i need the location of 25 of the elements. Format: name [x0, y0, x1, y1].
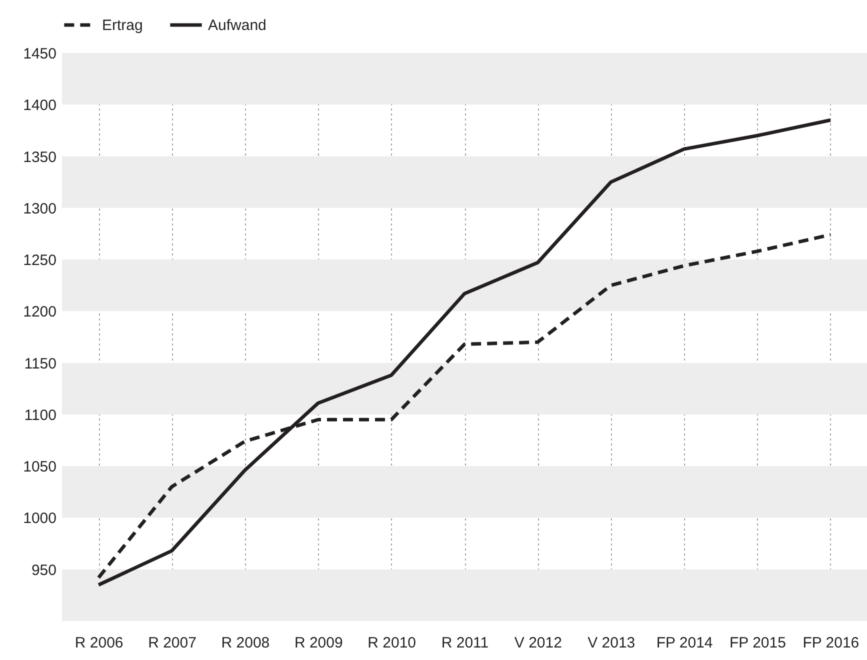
- x-tick-label: R 2007: [148, 634, 196, 652]
- y-tick-label: 1450: [23, 46, 56, 62]
- line-series: [96, 118, 832, 587]
- y-tick-label: 1100: [24, 406, 56, 424]
- x-tick-label: V 2012: [514, 634, 562, 652]
- x-tick-label: R 2009: [294, 634, 343, 652]
- x-tick-label: FP 2015: [730, 634, 786, 652]
- y-tick-label: 1150: [24, 355, 56, 372]
- x-tick-label: R 2006: [74, 634, 124, 652]
- y-tick-label: 1050: [23, 458, 56, 476]
- x-tick-label: FP 2016: [802, 634, 860, 652]
- y-tick-label: 1350: [23, 148, 56, 166]
- x-tick-label: R 2008: [221, 634, 270, 652]
- x-tick-label: V 2013: [588, 634, 636, 652]
- y-tick-label: 1400: [23, 97, 56, 114]
- y-tick-label: 1250: [23, 252, 56, 270]
- x-tick-label: R 2011: [441, 634, 489, 652]
- y-tick-label: 1000: [23, 510, 56, 528]
- legend-label: Ertrag: [102, 17, 143, 34]
- y-tick-label: 950: [31, 562, 56, 579]
- x-tick-label: R 2010: [368, 634, 416, 652]
- legend-label: Aufwand: [208, 17, 266, 34]
- y-tick-label: 1200: [23, 304, 56, 321]
- y-tick-label: 1300: [23, 200, 56, 218]
- x-tick-label: FP 2014: [656, 634, 713, 652]
